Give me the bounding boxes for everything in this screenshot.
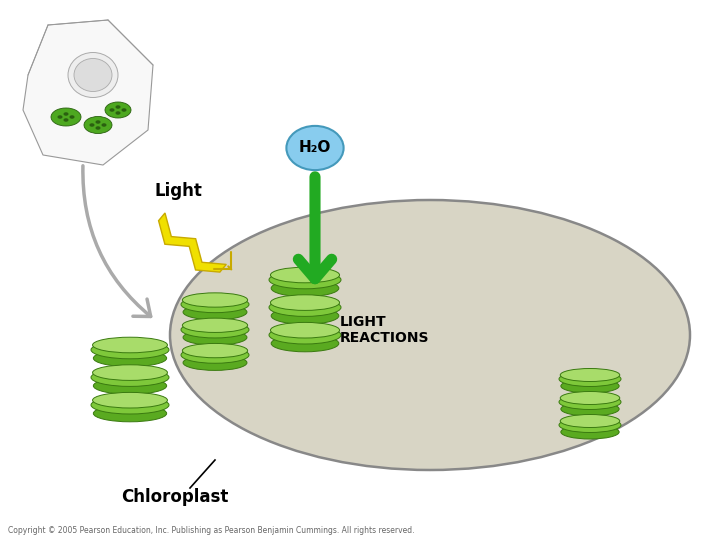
Ellipse shape (561, 425, 619, 439)
Text: Light: Light (155, 182, 203, 200)
FancyArrowPatch shape (83, 166, 150, 316)
Ellipse shape (182, 293, 248, 307)
Ellipse shape (63, 118, 68, 122)
Ellipse shape (68, 52, 118, 98)
Ellipse shape (91, 341, 169, 359)
Ellipse shape (115, 111, 120, 115)
Ellipse shape (271, 335, 339, 352)
Ellipse shape (269, 299, 341, 316)
Ellipse shape (91, 396, 169, 414)
Ellipse shape (170, 200, 690, 470)
Ellipse shape (181, 296, 249, 313)
Ellipse shape (89, 123, 94, 127)
Ellipse shape (269, 326, 341, 344)
Ellipse shape (559, 395, 621, 409)
Ellipse shape (96, 126, 101, 130)
Ellipse shape (271, 322, 340, 338)
Ellipse shape (182, 343, 248, 358)
Ellipse shape (94, 377, 166, 394)
Ellipse shape (115, 105, 120, 109)
Polygon shape (23, 20, 153, 165)
Ellipse shape (70, 115, 74, 119)
Ellipse shape (559, 417, 621, 433)
Ellipse shape (271, 307, 339, 324)
Ellipse shape (182, 318, 248, 333)
Ellipse shape (63, 112, 68, 116)
Ellipse shape (561, 379, 619, 393)
Ellipse shape (183, 355, 247, 370)
Ellipse shape (271, 295, 340, 310)
Ellipse shape (560, 368, 620, 381)
Ellipse shape (93, 393, 168, 408)
Ellipse shape (181, 321, 249, 338)
Ellipse shape (183, 330, 247, 345)
Ellipse shape (74, 58, 112, 91)
Ellipse shape (181, 347, 249, 363)
Ellipse shape (94, 405, 166, 422)
FancyArrowPatch shape (214, 252, 231, 269)
Ellipse shape (560, 392, 620, 404)
Text: Copyright © 2005 Pearson Education, Inc. Publishing as Pearson Benjamin Cummings: Copyright © 2005 Pearson Education, Inc.… (8, 526, 415, 535)
Ellipse shape (559, 372, 621, 387)
Ellipse shape (269, 271, 341, 289)
Ellipse shape (102, 123, 107, 127)
Ellipse shape (93, 337, 168, 353)
Ellipse shape (51, 108, 81, 126)
Text: H₂O: H₂O (299, 140, 331, 156)
Ellipse shape (94, 350, 166, 367)
Ellipse shape (560, 415, 620, 428)
Ellipse shape (109, 108, 114, 112)
FancyArrowPatch shape (298, 177, 332, 279)
Ellipse shape (287, 126, 343, 170)
Ellipse shape (122, 108, 127, 112)
Ellipse shape (84, 117, 112, 133)
Text: LIGHT
REACTIONS: LIGHT REACTIONS (340, 315, 430, 345)
Ellipse shape (105, 102, 131, 118)
Ellipse shape (93, 365, 168, 380)
Text: Chloroplast: Chloroplast (121, 488, 229, 506)
Ellipse shape (58, 115, 63, 119)
Ellipse shape (271, 280, 339, 296)
Polygon shape (158, 213, 226, 272)
Ellipse shape (91, 368, 169, 387)
Ellipse shape (561, 402, 619, 416)
Ellipse shape (183, 305, 247, 320)
Ellipse shape (96, 120, 101, 124)
Ellipse shape (271, 267, 340, 283)
